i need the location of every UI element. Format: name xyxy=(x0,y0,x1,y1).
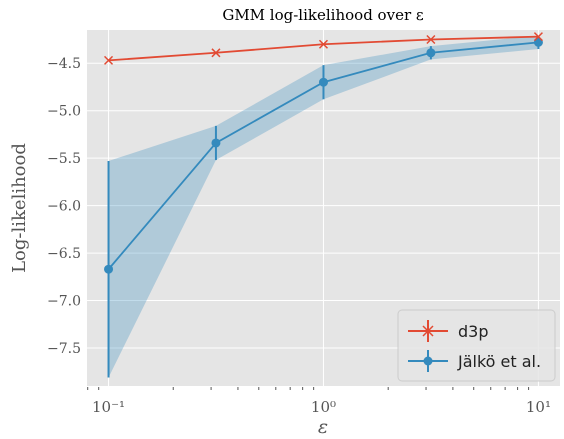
legend-d3p-marker xyxy=(422,325,434,337)
legend: d3p Jälkö et al. xyxy=(397,309,556,382)
data-point-jalko xyxy=(211,138,221,148)
y-tick-label: −6.5 xyxy=(47,246,81,262)
legend-jalko-label: Jälkö et al. xyxy=(457,352,541,371)
y-tick-label: −4.5 xyxy=(47,56,81,72)
x-tick-label: 10¹ xyxy=(526,398,551,416)
data-point-d3p xyxy=(533,32,543,42)
data-point-jalko xyxy=(426,48,436,58)
chart-title: GMM log-likelihood over ε xyxy=(222,6,424,24)
legend-entry-d3p: d3p xyxy=(408,320,489,342)
legend-box xyxy=(397,309,556,382)
data-point-d3p xyxy=(318,39,329,49)
y-tick-label: −7.0 xyxy=(47,294,81,310)
data-point-jalko xyxy=(533,37,543,47)
legend-entry-jalko: Jälkö et al. xyxy=(408,350,541,372)
data-point-d3p xyxy=(211,48,221,58)
ticks: −4.5 −5.0 −5.5 −6.0 −6.5 −7.0 −7.5 10⁻¹ 10⁰ 10¹ xyxy=(47,56,551,416)
data-point-jalko xyxy=(318,77,328,87)
x-tick-label: 10⁰ xyxy=(311,398,336,416)
y-tick-label: −6.0 xyxy=(47,199,81,215)
data-point-jalko xyxy=(104,264,114,274)
x-axis-label: ε xyxy=(318,416,328,438)
data-point-d3p xyxy=(104,55,114,65)
y-tick-label: −5.5 xyxy=(47,151,81,167)
x-tick-label: 10⁻¹ xyxy=(92,398,125,416)
y-axis-label: Log-likelihood xyxy=(9,143,30,273)
legend-d3p-label: d3p xyxy=(458,322,489,341)
y-tick-label: −7.5 xyxy=(47,341,81,357)
data-point-d3p xyxy=(426,34,436,45)
y-tick-label: −5.0 xyxy=(47,104,81,120)
legend-jalko-marker xyxy=(423,356,433,366)
series-layer xyxy=(104,32,543,378)
